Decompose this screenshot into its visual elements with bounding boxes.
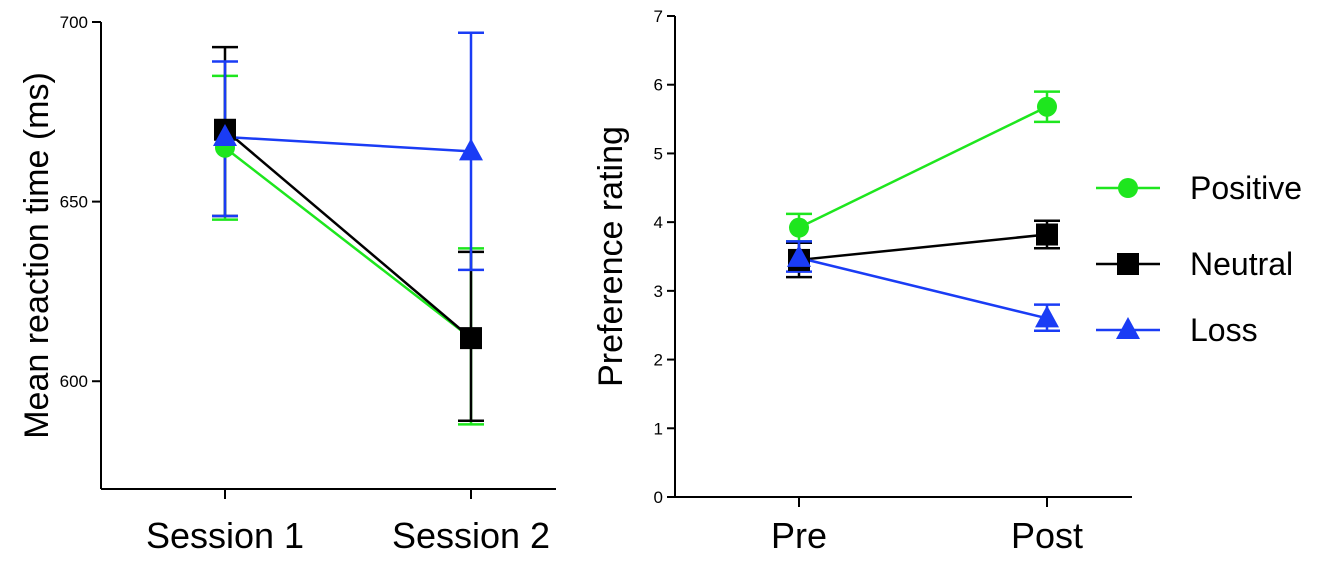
- y-axis-title: Mean reaction time (ms): [18, 72, 56, 439]
- series-line-loss: [798, 256, 1048, 320]
- y-tick-label: 1: [654, 419, 663, 438]
- y-tick-label: 2: [654, 351, 663, 370]
- legend-label: Positive: [1190, 170, 1302, 206]
- y-tick-label: 5: [654, 144, 663, 163]
- legend-marker-neutral: [1117, 253, 1139, 275]
- series-line-positive: [224, 146, 472, 340]
- y-tick-label: 650: [60, 193, 88, 212]
- data-point-loss: [787, 244, 811, 267]
- data-point-neutral: [460, 327, 482, 350]
- legend-label: Loss: [1190, 312, 1258, 348]
- y-axis-title: Preference rating: [592, 126, 630, 387]
- data-point-loss: [459, 138, 483, 161]
- x-category-label: Post: [1011, 515, 1083, 556]
- series-line-neutral: [798, 233, 1048, 262]
- data-point-positive: [1037, 96, 1057, 117]
- legend-marker-positive: [1118, 178, 1138, 198]
- x-category-label: Session 1: [146, 515, 304, 556]
- y-tick-label: 3: [654, 282, 663, 301]
- y-tick-label: 0: [654, 488, 663, 507]
- y-tick-label: 700: [60, 13, 88, 32]
- x-category-label: Pre: [771, 515, 827, 556]
- series-line-positive: [798, 105, 1048, 229]
- legend: Positive Neutral Loss: [1096, 170, 1302, 348]
- data-point-loss: [1035, 305, 1059, 328]
- legend-marker-loss: [1116, 317, 1140, 339]
- data-point-neutral: [1036, 223, 1058, 246]
- y-tick-label: 4: [654, 213, 663, 232]
- series-line-loss: [224, 135, 472, 153]
- y-tick-label: 600: [60, 372, 88, 391]
- legend-label: Neutral: [1190, 246, 1293, 282]
- data-point-loss: [213, 123, 237, 146]
- data-point-positive: [789, 217, 809, 238]
- series-line-neutral: [224, 128, 472, 340]
- x-category-label: Session 2: [392, 515, 550, 556]
- y-tick-label: 6: [654, 76, 663, 95]
- reaction-time-chart: 600 650 700 Session 1 Session 2 Mean reaction…: [18, 13, 556, 556]
- preference-chart: 0 1 2 3 4 5 6 7 Pre Post Preference rating: [592, 7, 1132, 556]
- y-tick-label: 7: [654, 7, 663, 26]
